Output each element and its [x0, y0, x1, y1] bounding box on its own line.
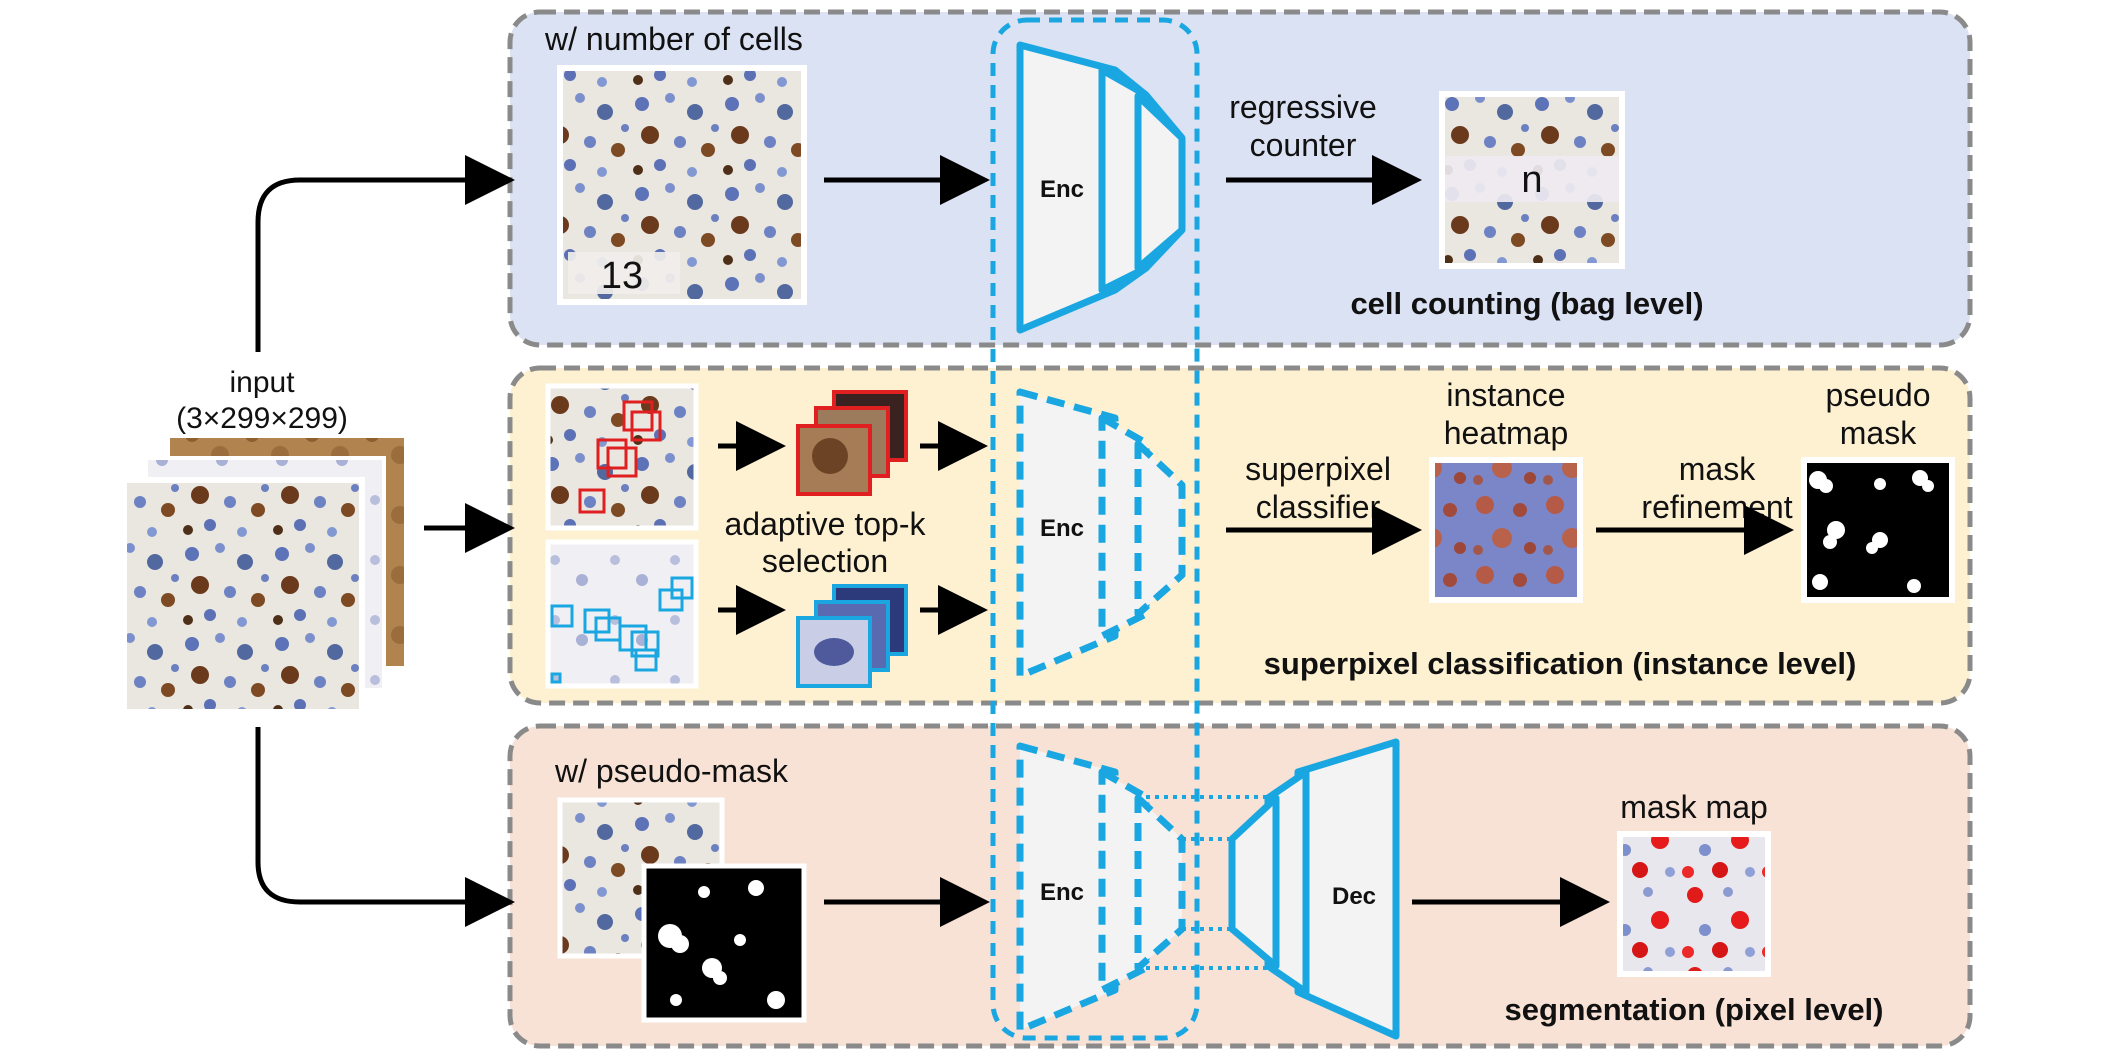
- pseudo-mask-label-line1: pseudo: [1826, 377, 1931, 413]
- pixel-encoder: [1016, 742, 1186, 1034]
- pixel-caption: segmentation (pixel level): [1505, 992, 1884, 1027]
- bag-input-image: [557, 65, 807, 305]
- pixel-condition-label: w/ pseudo-mask: [554, 753, 789, 789]
- pseudo-mask-image: [1801, 457, 1955, 603]
- input-to-bag-arrow: [255, 155, 515, 352]
- mask-map-label: mask map: [1620, 789, 1768, 825]
- bag-output-image: [1439, 91, 1625, 269]
- negative-bag-image: [545, 539, 699, 689]
- input-label: input: [229, 366, 295, 399]
- shared-encoder-outline: [990, 17, 1200, 1041]
- classifier-label-line1: superpixel: [1245, 451, 1391, 487]
- input-to-pixel-arrow: [255, 727, 515, 927]
- instance-caption: superpixel classification (instance leve…: [1264, 646, 1857, 681]
- refine-label-line1: mask: [1679, 451, 1756, 487]
- positive-topk-patches: [796, 390, 908, 496]
- bag-count-value: 13: [601, 255, 643, 297]
- bag-encoder-label: Enc: [1040, 176, 1084, 203]
- negative-topk-patches: [796, 584, 908, 688]
- pixel-decoder: [1228, 738, 1400, 1040]
- input-dims-label: (3×299×299): [176, 402, 348, 435]
- refine-label-line2: refinement: [1641, 489, 1792, 525]
- bag-caption: cell counting (bag level): [1350, 286, 1703, 321]
- bag-condition-label: w/ number of cells: [544, 21, 803, 57]
- classifier-label-line2: classifier: [1256, 489, 1381, 525]
- bag-head-label-line1: regressive: [1229, 89, 1377, 125]
- instance-heatmap-image: [1429, 457, 1583, 603]
- selection-label-line1: adaptive top-k: [724, 506, 926, 542]
- decoder-label: Dec: [1332, 883, 1376, 910]
- heatmap-label-line2: heatmap: [1444, 415, 1569, 451]
- bag-output-value: n: [1521, 159, 1542, 201]
- pixel-encoder-label: Enc: [1040, 879, 1084, 906]
- instance-encoder-label: Enc: [1040, 515, 1084, 542]
- pseudo-mask-label-line2: mask: [1840, 415, 1917, 451]
- mask-map-image: [1617, 831, 1771, 977]
- bag-encoder: [1016, 41, 1186, 334]
- bag-head-label-line2: counter: [1250, 127, 1357, 163]
- positive-bag-image: [545, 383, 699, 531]
- selection-label-line2: selection: [762, 543, 888, 579]
- instance-encoder: [1016, 388, 1186, 680]
- input-image-stack: [121, 434, 408, 715]
- pixel-input-image-and-mask: [557, 797, 807, 1023]
- heatmap-label-line1: instance: [1446, 377, 1565, 413]
